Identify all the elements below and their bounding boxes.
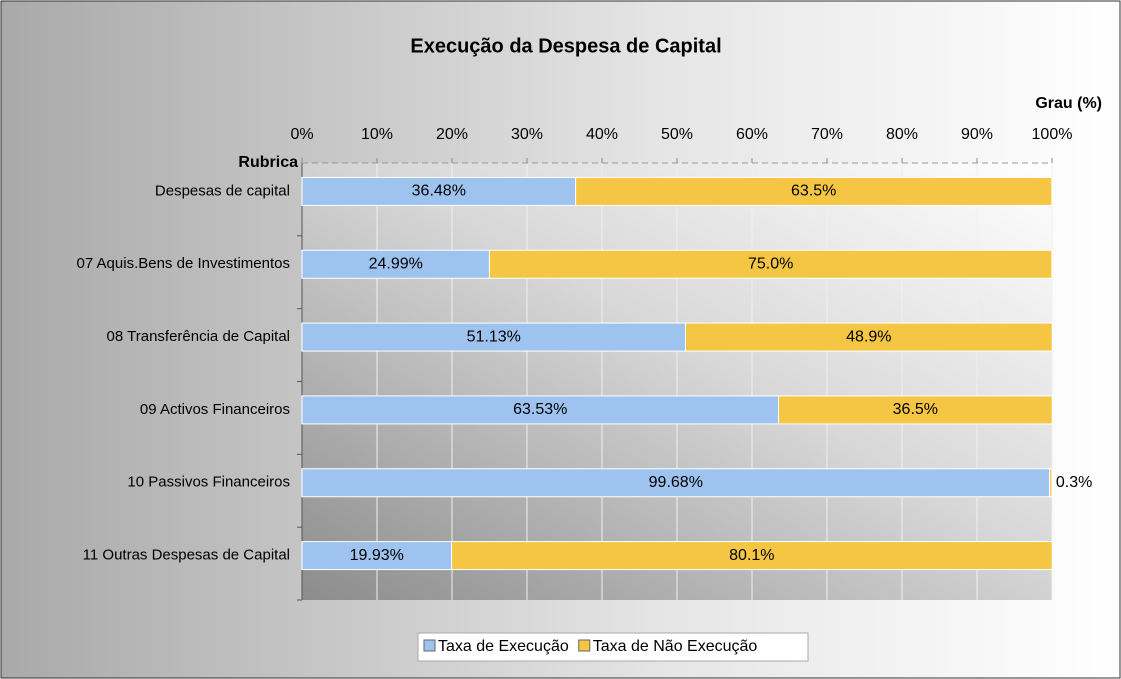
x-tick-label: 0% xyxy=(290,126,313,143)
data-label: 0.3% xyxy=(1056,474,1092,491)
bar xyxy=(301,176,577,206)
bar xyxy=(575,176,1053,206)
x-tick-label: 90% xyxy=(961,126,993,143)
legend-swatch xyxy=(578,639,591,652)
bar xyxy=(301,468,1051,498)
bar xyxy=(488,249,1053,279)
x-tick-label: 80% xyxy=(886,126,918,143)
y-tick-label: 11 Outras Despesas de Capital xyxy=(83,547,290,564)
data-label: 51.13% xyxy=(467,328,521,345)
x-tick-label: 100% xyxy=(1032,126,1073,143)
data-label: 48.9% xyxy=(846,328,891,345)
y-tick-label: 07 Aquis.Bens de Investimentos xyxy=(77,255,290,272)
bar xyxy=(301,395,779,425)
data-label: 24.99% xyxy=(369,255,423,272)
y-tick-label: 09 Activos Financeiros xyxy=(140,401,290,418)
x-tick-label: 60% xyxy=(736,126,768,143)
y-tick-label: Despesas de capital xyxy=(155,182,290,199)
x-tick-label: 20% xyxy=(436,126,468,143)
data-label: 63.53% xyxy=(513,401,567,418)
bar xyxy=(301,322,686,352)
y-tick-label: 10 Passivos Financeiros xyxy=(127,474,290,491)
x-tick-label: 50% xyxy=(661,126,693,143)
y-axis-label: Rubrica xyxy=(238,154,298,171)
data-label: 19.93% xyxy=(350,547,404,564)
bar xyxy=(684,322,1053,352)
data-label: 63.5% xyxy=(791,183,836,200)
x-tick-label: 10% xyxy=(361,126,393,143)
legend-label: Taxa de Execução xyxy=(438,638,569,655)
bar xyxy=(777,395,1053,425)
x-tick-label: 30% xyxy=(511,126,543,143)
x-tick-label: 70% xyxy=(811,126,843,143)
legend-label: Taxa de Não Execução xyxy=(593,638,758,655)
chart-title: Execução da Despesa de Capital xyxy=(410,35,721,57)
y-tick-label: 08 Transferência de Capital xyxy=(107,328,290,345)
data-label: 75.0% xyxy=(748,255,793,272)
data-label: 36.5% xyxy=(893,401,938,418)
data-label: 80.1% xyxy=(729,547,774,564)
data-label: 36.48% xyxy=(412,183,466,200)
x-tick-label: 40% xyxy=(586,126,618,143)
bar xyxy=(301,249,490,279)
bar xyxy=(1049,468,1053,498)
data-label: 99.68% xyxy=(649,474,703,491)
legend-swatch xyxy=(423,639,436,652)
bar xyxy=(450,541,1053,571)
x-axis-label: Grau (%) xyxy=(1035,95,1102,112)
legend xyxy=(417,632,809,662)
